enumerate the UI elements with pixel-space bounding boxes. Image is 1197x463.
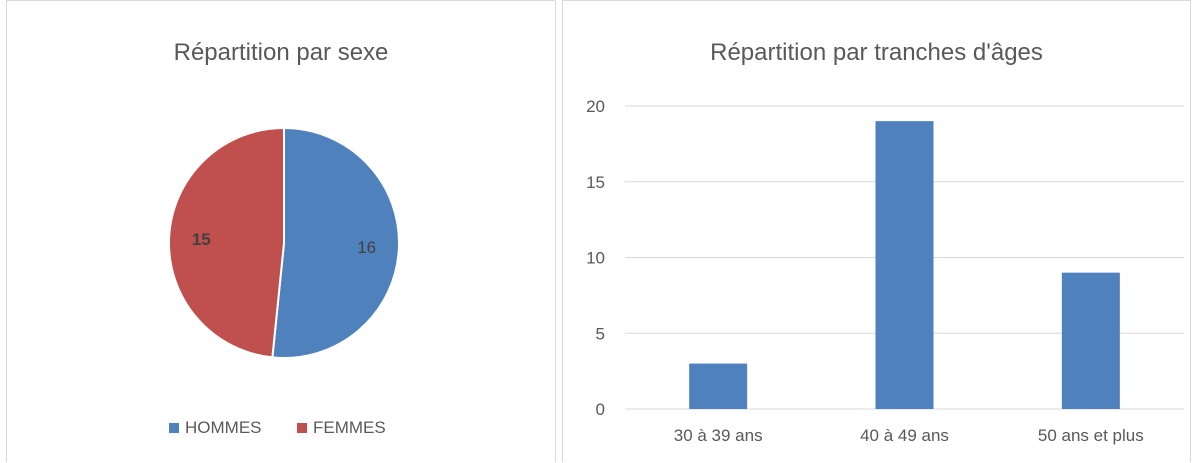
pie-data-label-femmes: 15 xyxy=(192,230,211,249)
pie-slice-hommes xyxy=(271,126,400,359)
bar-chart-title: Répartition par tranches d'âges xyxy=(710,39,1043,66)
pie-slice-femmes xyxy=(168,126,285,359)
pie-chart: 16 15 HOMMES FEMMES xyxy=(168,126,400,437)
y-tick-label-15: 15 xyxy=(586,173,605,192)
legend-label-femmes: FEMMES xyxy=(313,418,386,437)
legend-label-hommes: HOMMES xyxy=(185,418,262,437)
x-tick-label-2: 40 à 49 ans xyxy=(860,426,949,445)
bar-chart-panel: Répartition par tranches d'âges 0 5 10 15 20… xyxy=(562,0,1191,462)
y-tick-label-20: 20 xyxy=(586,97,605,116)
bar-1 xyxy=(689,363,748,409)
bar-2 xyxy=(875,121,934,410)
bar-3 xyxy=(1061,272,1120,409)
pie-data-label-hommes: 16 xyxy=(357,238,376,257)
x-tick-label-3: 50 ans et plus xyxy=(1038,426,1144,445)
legend-swatch-femmes xyxy=(297,423,307,433)
y-tick-label-0: 0 xyxy=(596,400,605,419)
y-tick-label-10: 10 xyxy=(586,249,605,268)
y-tick-label-5: 5 xyxy=(596,324,605,343)
legend-swatch-hommes xyxy=(169,423,179,433)
x-tick-label-1: 30 à 39 ans xyxy=(674,426,763,445)
pie-chart-panel: Répartition par sexe 16 15 HOMMES FEMMES xyxy=(6,0,556,462)
pie-chart-title: Répartition par sexe xyxy=(173,39,389,66)
bar-chart: 0 5 10 15 20 30 à 39 ans 40 à 49 ans 50 ans et … xyxy=(586,97,1184,445)
